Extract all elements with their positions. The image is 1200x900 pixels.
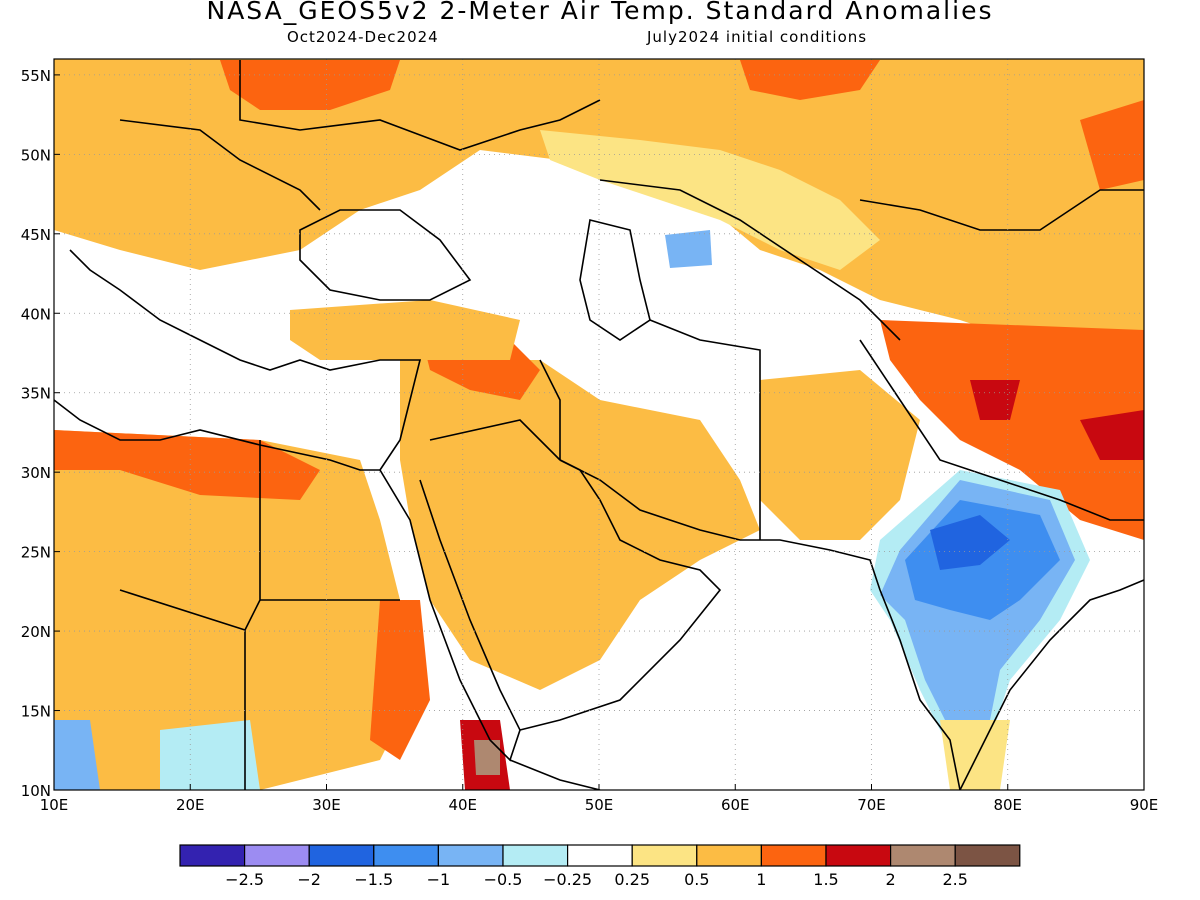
coastline-black-sea — [299, 209, 472, 301]
colorbar-swatch — [825, 844, 892, 867]
coastline-horn-africa — [509, 759, 601, 790]
colorbar-swatch — [566, 844, 633, 867]
forecast-period: Oct2024-Dec2024 — [287, 28, 439, 46]
lon-tick-label: 90E — [1130, 796, 1159, 814]
coastline-india-east — [959, 579, 1144, 790]
coastline-caspian — [579, 219, 651, 341]
lon-tick-label: 60E — [721, 796, 750, 814]
coastline-mediterranean — [54, 249, 422, 471]
longitude-axis: 10E 20E 30E 40E 50E 60E 70E 80E 90E — [40, 784, 1159, 814]
extreme-hot-djibouti — [474, 740, 500, 775]
border-mideast-1 — [429, 419, 561, 461]
border-africa-2 — [119, 589, 246, 631]
cool-patch-aral — [665, 230, 712, 268]
lon-tick-label: 10E — [40, 796, 69, 814]
lon-tick-label: 70E — [857, 796, 886, 814]
hot-patch-russia — [220, 60, 400, 110]
border-mideast-2 — [539, 359, 561, 460]
lon-tick-label: 50E — [585, 796, 614, 814]
colorbar-swatch — [373, 844, 439, 867]
warm-region-iran-pakistan — [760, 370, 920, 540]
coastlines — [54, 60, 1144, 790]
lat-tick-label: 10N — [21, 782, 51, 800]
colorbar-swatch — [179, 844, 246, 867]
lon-tick-label: 20E — [176, 796, 205, 814]
very-hot-tibet — [1080, 410, 1144, 460]
initial-conditions: July2024 initial conditions — [647, 28, 868, 46]
border-africa-1 — [244, 440, 261, 790]
lon-tick-label: 30E — [312, 796, 341, 814]
lat-tick-label: 35N — [21, 385, 51, 403]
cool-patch-east-africa — [54, 720, 100, 790]
coastline-india-west — [879, 589, 961, 790]
border-himalaya — [859, 339, 1144, 521]
coastline-persian-gulf — [559, 459, 881, 591]
cooler-patch-kazakh — [540, 130, 880, 270]
colorbar-label: 0.25 — [614, 870, 650, 889]
colorbar-swatch — [502, 844, 569, 867]
colorbar: −2.5 −2 −1.5 −1 −0.5 −0.25 0.25 0.5 1 1.5 2 2.5 — [179, 844, 1021, 889]
colorbar-label: −1.5 — [354, 870, 393, 889]
hot-patch-siberia — [740, 60, 880, 100]
colorbar-label: −2.5 — [225, 870, 264, 889]
colorbar-label: 2 — [886, 870, 896, 889]
colorbar-swatch — [437, 844, 504, 867]
colorbar-swatch — [631, 844, 698, 867]
border-europe — [119, 119, 321, 211]
very-cold-patch-india — [930, 515, 1010, 570]
lat-tick-label: 30N — [21, 464, 51, 482]
hot-patch-central-asia-ne — [1080, 100, 1144, 190]
colorbar-label: 0.5 — [684, 870, 709, 889]
hot-region-himalaya — [880, 320, 1144, 540]
colorbar-swatch — [760, 844, 827, 867]
lat-tick-label: 50N — [21, 146, 51, 164]
colorbar-label: 2.5 — [942, 870, 967, 889]
colorbar-swatch — [244, 844, 310, 867]
lon-tick-label: 40E — [448, 796, 477, 814]
border-kazakh-china — [859, 189, 1144, 231]
cool-patch-sudan — [160, 720, 260, 790]
warm-region-africa — [54, 430, 420, 790]
warm-patch-india-south — [940, 720, 1010, 790]
colorbar-label: −0.25 — [543, 870, 592, 889]
lat-tick-label: 45N — [21, 226, 51, 244]
warm-region-arabia — [400, 360, 760, 690]
latitude-axis: 10N 15N 20N 25N 30N 35N 40N 45N 50N 55N — [21, 67, 60, 800]
border-iran-1 — [649, 319, 761, 540]
border-central-asia — [599, 179, 901, 341]
colorbar-swatch — [308, 844, 375, 867]
hot-patch-red-sea — [370, 600, 430, 760]
hot-band-sahara — [54, 430, 320, 500]
gridlines — [54, 59, 1144, 790]
colorbar-label: −1 — [427, 870, 451, 889]
colorbar-swatch — [954, 844, 1021, 867]
warm-region-north — [54, 59, 1144, 350]
colorbar-swatch — [696, 844, 762, 867]
lat-tick-label: 55N — [21, 67, 51, 85]
lat-tick-label: 20N — [21, 623, 51, 641]
lat-tick-label: 25N — [21, 544, 51, 562]
map-title: NASA_GEOS5v2 2-Meter Air Temp. Standard … — [206, 0, 994, 25]
lon-tick-label: 80E — [993, 796, 1022, 814]
lat-tick-label: 40N — [21, 305, 51, 323]
colorbar-label: −2 — [297, 870, 321, 889]
colorbar-label: −0.5 — [484, 870, 523, 889]
coastline-arabia-gulf — [519, 459, 722, 731]
colorbar-label: 1 — [756, 870, 766, 889]
border-russia — [239, 60, 601, 151]
lat-tick-label: 15N — [21, 703, 51, 721]
colorbar-label: 1.5 — [813, 870, 838, 889]
colorbar-swatch — [889, 844, 956, 867]
